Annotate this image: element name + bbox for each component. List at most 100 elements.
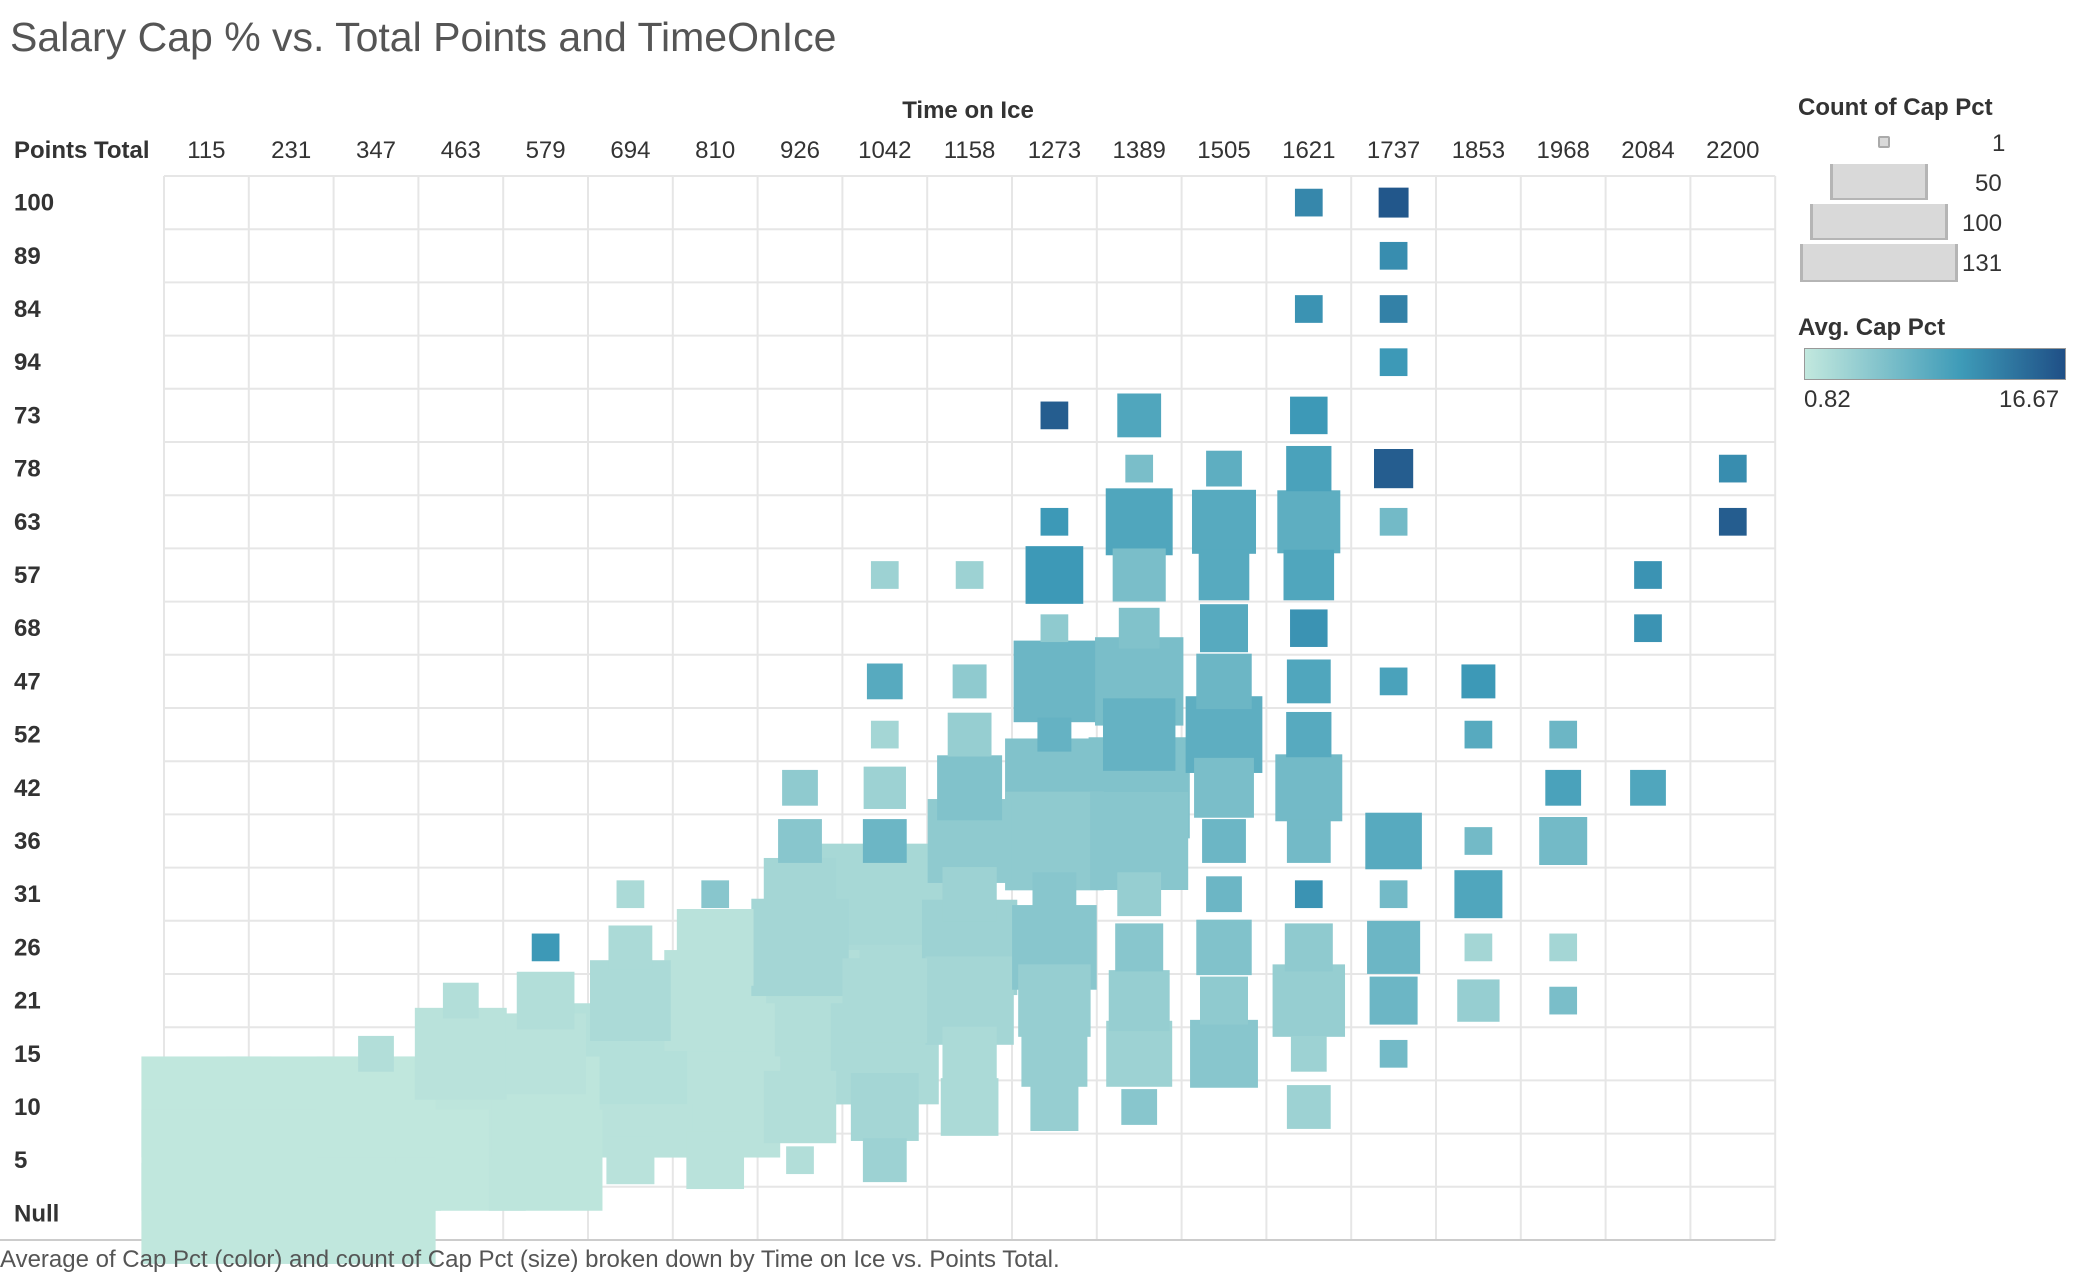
heatmap-mark[interactable]: [1118, 607, 1160, 649]
heatmap-mark[interactable]: [1294, 295, 1323, 323]
heatmap-mark[interactable]: [1365, 812, 1422, 870]
heatmap-mark[interactable]: [842, 958, 928, 1043]
heatmap-mark[interactable]: [1206, 450, 1242, 487]
heatmap-mark[interactable]: [1539, 816, 1588, 866]
heatmap-mark[interactable]: [1206, 876, 1242, 913]
heatmap-mark[interactable]: [870, 561, 899, 589]
heatmap-mark[interactable]: [1112, 548, 1166, 602]
heatmap-mark[interactable]: [1379, 241, 1408, 270]
heatmap-mark[interactable]: [608, 925, 653, 970]
heatmap-mark[interactable]: [1369, 976, 1418, 1025]
heatmap-mark[interactable]: [1286, 1085, 1331, 1129]
heatmap-mark[interactable]: [1718, 454, 1747, 483]
heatmap-mark[interactable]: [1040, 401, 1069, 430]
heatmap-mark[interactable]: [862, 1138, 907, 1183]
heatmap-mark[interactable]: [1037, 717, 1072, 752]
heatmap-mark[interactable]: [1464, 933, 1493, 962]
heatmap-mark[interactable]: [1198, 549, 1250, 601]
heatmap-mark[interactable]: [676, 909, 754, 986]
heatmap-mark[interactable]: [1040, 614, 1069, 643]
heatmap-mark[interactable]: [531, 933, 560, 962]
heatmap-mark[interactable]: [1294, 880, 1323, 909]
heatmap-mark[interactable]: [778, 819, 822, 863]
heatmap-mark[interactable]: [701, 880, 730, 909]
heatmap-mark[interactable]: [1464, 720, 1493, 749]
heatmap-mark[interactable]: [1025, 546, 1084, 604]
heatmap-mark[interactable]: [1105, 488, 1173, 556]
heatmap-mark[interactable]: [1286, 711, 1332, 758]
heatmap-mark[interactable]: [1379, 507, 1408, 536]
heatmap-mark[interactable]: [862, 819, 907, 863]
heatmap-mark[interactable]: [1284, 923, 1333, 972]
heatmap-mark[interactable]: [1286, 659, 1331, 704]
heatmap-mark[interactable]: [947, 712, 992, 757]
heatmap-mark[interactable]: [1286, 445, 1332, 492]
heatmap-mark[interactable]: [1272, 964, 1346, 1037]
heatmap-mark[interactable]: [870, 720, 899, 749]
heatmap-mark[interactable]: [1117, 393, 1162, 438]
heatmap-mark[interactable]: [1199, 976, 1249, 1025]
heatmap-mark[interactable]: [1634, 614, 1662, 643]
heatmap-mark[interactable]: [1454, 870, 1503, 919]
heatmap-mark[interactable]: [1196, 919, 1252, 976]
heatmap-mark[interactable]: [616, 880, 645, 909]
heatmap-mark[interactable]: [782, 769, 818, 806]
heatmap-mark[interactable]: [1379, 667, 1408, 696]
heatmap-mark[interactable]: [1117, 872, 1162, 917]
heatmap-mark[interactable]: [1121, 1089, 1158, 1125]
heatmap-mark[interactable]: [1294, 188, 1323, 217]
heatmap-mark[interactable]: [1634, 561, 1662, 589]
heatmap-mark[interactable]: [1106, 1020, 1173, 1087]
heatmap-mark[interactable]: [606, 1136, 655, 1185]
heatmap-mark[interactable]: [1021, 1020, 1088, 1087]
heatmap-mark[interactable]: [1464, 827, 1493, 855]
heatmap-mark[interactable]: [863, 766, 906, 809]
heatmap-mark[interactable]: [1275, 754, 1343, 822]
heatmap-mark[interactable]: [955, 561, 984, 589]
heatmap-mark[interactable]: [1367, 920, 1421, 974]
heatmap-mark[interactable]: [763, 1070, 837, 1144]
heatmap-mark[interactable]: [1283, 549, 1335, 601]
heatmap-mark[interactable]: [1374, 449, 1414, 489]
heatmap-mark[interactable]: [442, 982, 479, 1019]
heatmap-mark[interactable]: [1277, 490, 1341, 554]
heatmap-mark[interactable]: [1549, 986, 1578, 1015]
heatmap-mark[interactable]: [1290, 396, 1328, 435]
heatmap-mark[interactable]: [1545, 769, 1582, 806]
heatmap-mark[interactable]: [1190, 1019, 1258, 1088]
heatmap-mark[interactable]: [786, 1146, 814, 1175]
heatmap-mark[interactable]: [1379, 295, 1408, 323]
heatmap-mark[interactable]: [1290, 1035, 1327, 1072]
heatmap-mark[interactable]: [1549, 720, 1578, 749]
heatmap-mark[interactable]: [1115, 923, 1164, 972]
heatmap-mark[interactable]: [1199, 604, 1249, 653]
heatmap-mark[interactable]: [850, 1073, 919, 1141]
heatmap-mark[interactable]: [516, 971, 575, 1030]
heatmap-mark[interactable]: [1549, 933, 1578, 962]
heatmap-mark[interactable]: [1040, 507, 1069, 536]
heatmap-mark[interactable]: [1196, 653, 1252, 710]
heatmap-mark[interactable]: [686, 1131, 745, 1190]
heatmap-mark[interactable]: [1630, 769, 1666, 806]
heatmap-mark[interactable]: [942, 867, 997, 922]
heatmap-mark[interactable]: [942, 1026, 997, 1081]
heatmap-mark[interactable]: [316, 1162, 436, 1264]
heatmap-mark[interactable]: [1191, 489, 1257, 554]
heatmap-mark[interactable]: [866, 663, 903, 700]
heatmap-mark[interactable]: [1378, 187, 1409, 218]
heatmap-mark[interactable]: [1202, 819, 1246, 863]
heatmap-mark[interactable]: [414, 1007, 507, 1100]
heatmap-mark[interactable]: [952, 664, 987, 699]
heatmap-mark[interactable]: [1379, 348, 1408, 377]
heatmap-mark[interactable]: [1032, 872, 1077, 917]
heatmap-mark[interactable]: [1125, 454, 1154, 483]
heatmap-mark[interactable]: [1379, 1039, 1408, 1068]
heatmap-mark[interactable]: [1290, 609, 1328, 647]
heatmap-mark[interactable]: [358, 1035, 394, 1072]
heatmap-mark[interactable]: [940, 1078, 999, 1136]
heatmap-mark[interactable]: [1030, 1082, 1079, 1132]
heatmap-mark[interactable]: [763, 857, 837, 931]
heatmap-mark[interactable]: [1457, 979, 1500, 1022]
heatmap-mark[interactable]: [1108, 970, 1170, 1032]
heatmap-mark[interactable]: [1013, 640, 1096, 723]
